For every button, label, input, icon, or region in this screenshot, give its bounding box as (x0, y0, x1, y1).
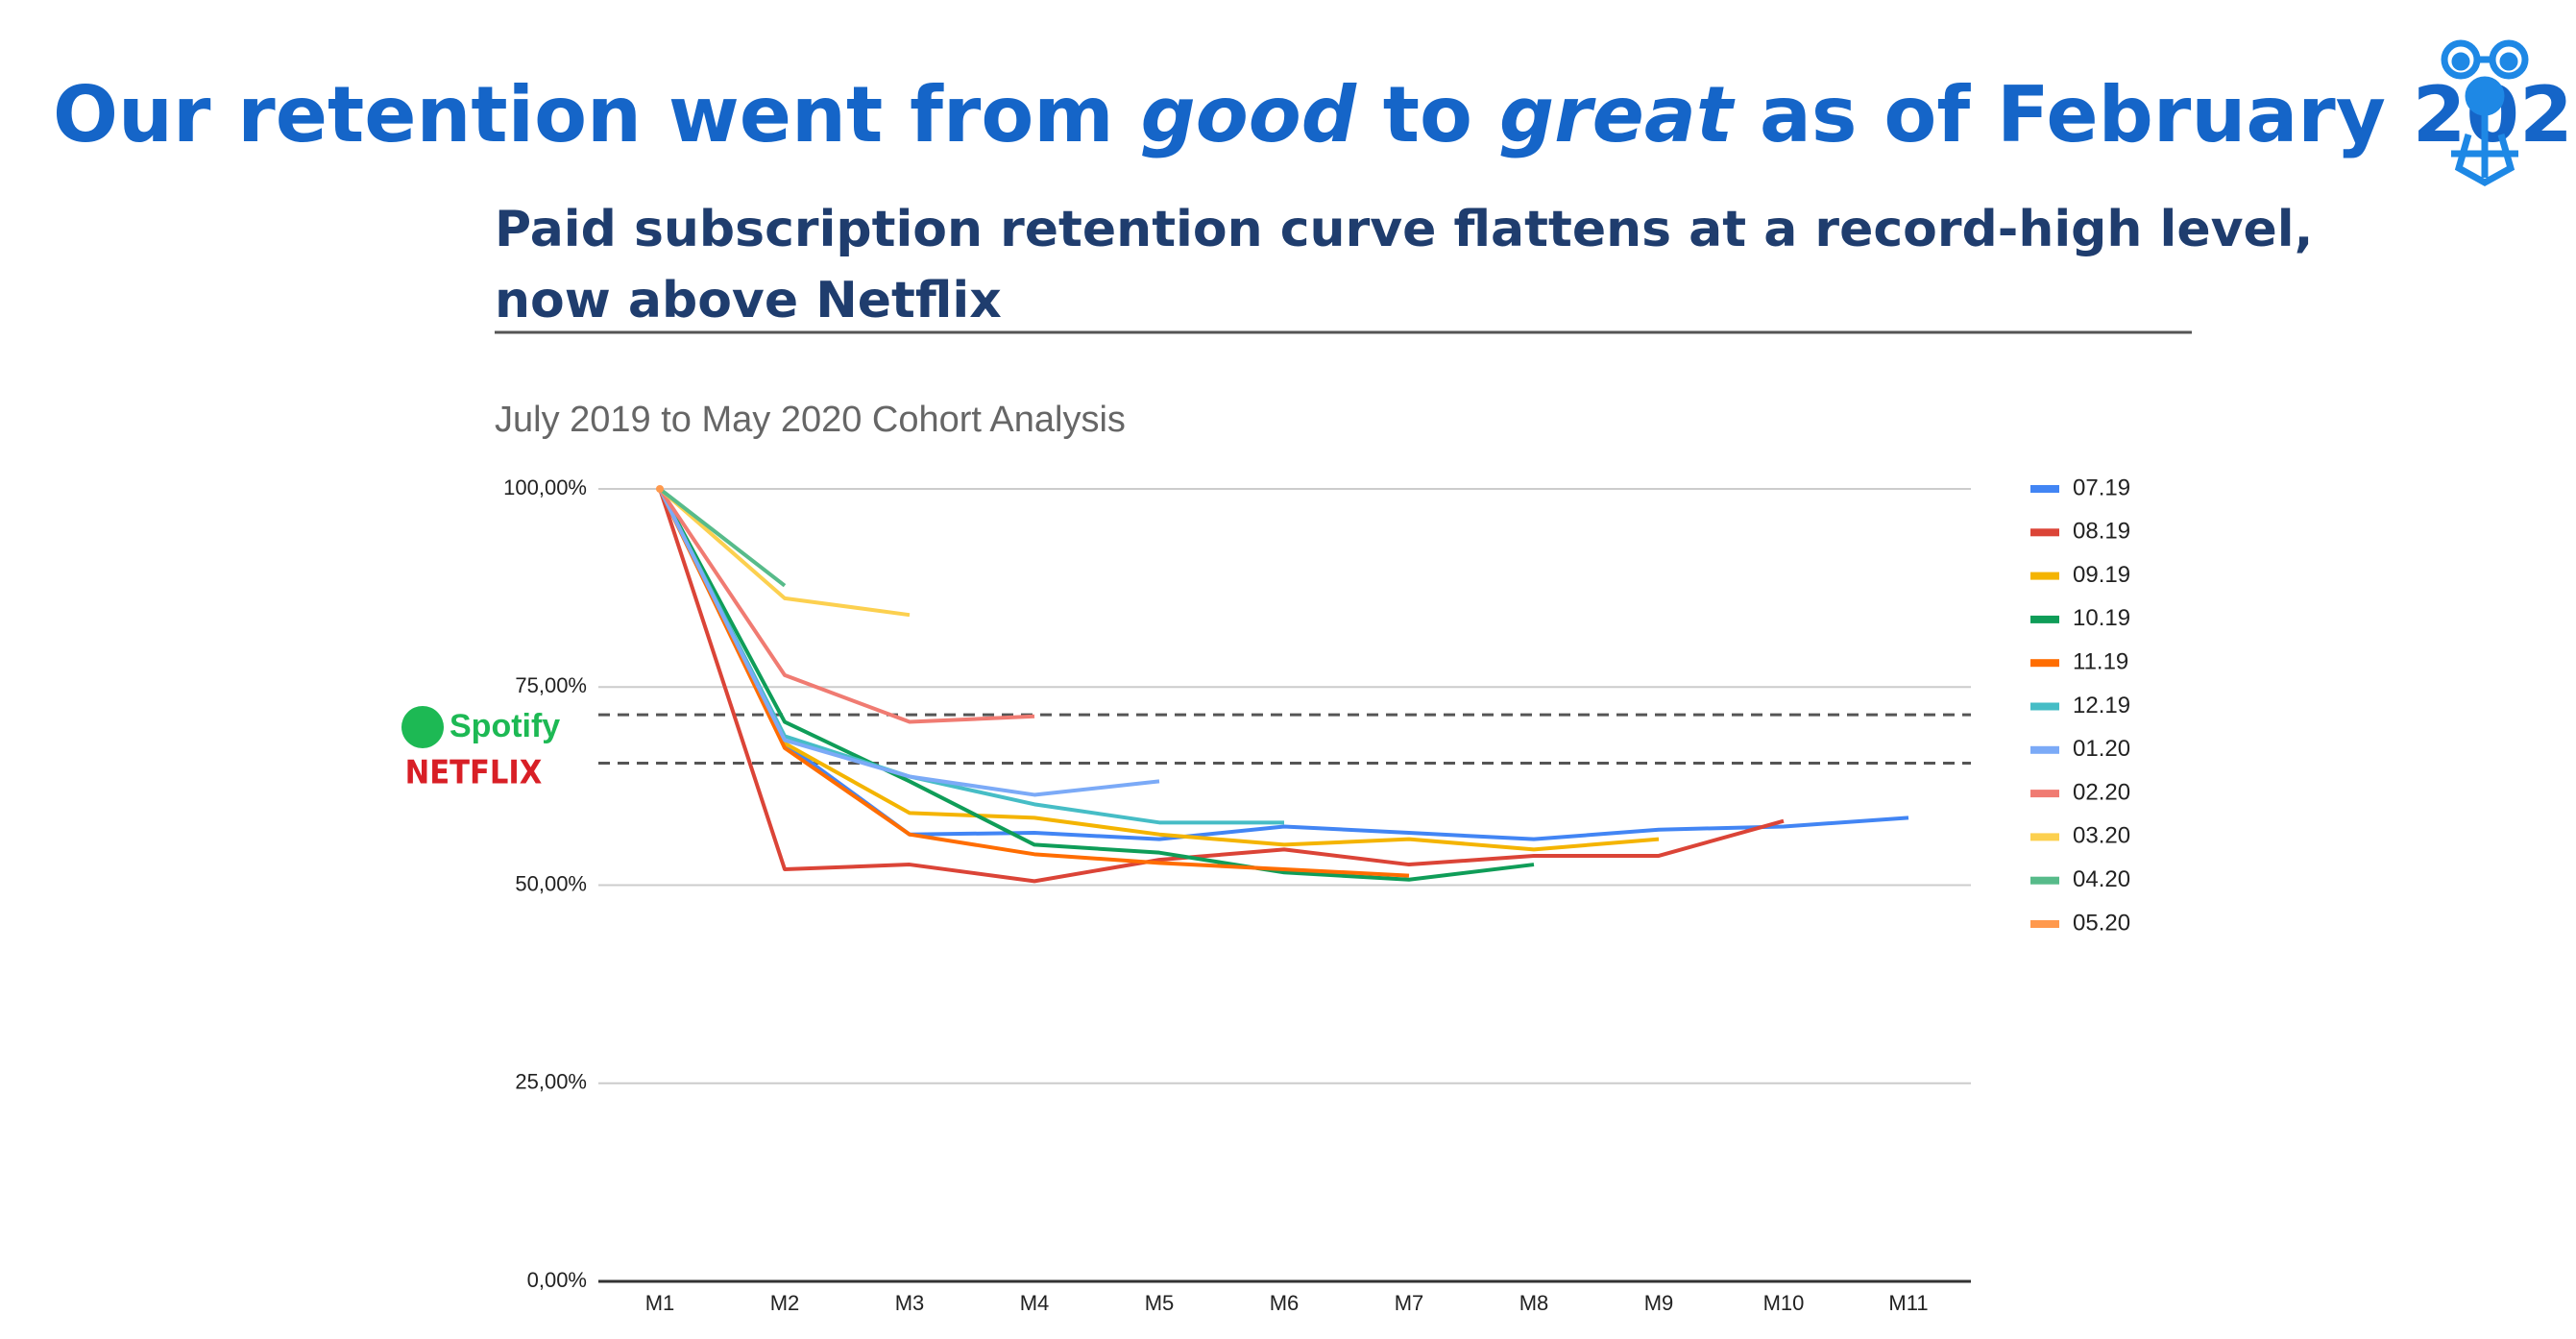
series-line (658, 488, 1785, 884)
legend-swatch (2030, 833, 2059, 841)
legend-swatch (2030, 876, 2059, 885)
y-tick-label: 0,00% (527, 1268, 587, 1292)
x-tick-label: M7 (1395, 1291, 1424, 1315)
slide-title: Our retention went from good to great as… (53, 70, 2576, 159)
x-tick-label: M10 (1763, 1291, 1805, 1315)
x-tick-label: M5 (1145, 1291, 1175, 1315)
legend-label: 04.20 (2073, 866, 2130, 892)
legend-label: 11.19 (2073, 649, 2128, 675)
legend-swatch (2030, 615, 2059, 623)
x-tick-label: M11 (1888, 1291, 1928, 1315)
logo (2441, 39, 2529, 187)
legend-label: 03.20 (2073, 823, 2130, 849)
y-tick-label: 75,00% (515, 673, 587, 697)
x-tick-label: M4 (1020, 1291, 1050, 1315)
y-tick-label: 25,00% (515, 1070, 587, 1094)
legend-swatch (2030, 485, 2059, 493)
legend-swatch (2030, 659, 2059, 668)
x-tick-label: M1 (645, 1291, 675, 1315)
y-tick-label: 50,00% (515, 871, 587, 895)
legend-label: 07.19 (2073, 475, 2130, 500)
subtitle: now above Netflix (495, 272, 1002, 329)
legend-swatch (2030, 528, 2059, 537)
legend-swatch (2030, 572, 2059, 580)
spotify-icon (401, 706, 444, 748)
series-line (658, 488, 1160, 797)
legend-label: 01.20 (2073, 736, 2130, 762)
reference-label: NETFLIX (405, 754, 543, 792)
series-line (658, 487, 1035, 724)
title-part: as of February 2020 (1733, 70, 2576, 159)
series-line (658, 488, 1909, 841)
title-part: good (1141, 70, 1357, 159)
line-point (656, 485, 664, 493)
legend-label: 09.19 (2073, 562, 2130, 588)
y-tick-label: 100,00% (503, 475, 587, 499)
chart-title: July 2019 to May 2020 Cohort Analysis (495, 400, 1126, 440)
legend-swatch (2030, 790, 2059, 798)
x-tick-label: M2 (770, 1291, 800, 1315)
title-part: great (1499, 70, 1736, 159)
legend-swatch (2030, 702, 2059, 711)
legend-swatch (2030, 745, 2059, 754)
series-line (658, 488, 1535, 882)
series-line (658, 488, 1410, 878)
reference-label: Spotify (450, 708, 560, 744)
x-tick-label: M8 (1519, 1291, 1549, 1315)
series-line (658, 488, 1660, 852)
legend-label: 05.20 (2073, 910, 2130, 936)
title-part: Our retention went from (53, 70, 1141, 159)
legend-label: 08.19 (2073, 519, 2130, 545)
legend-label: 02.20 (2073, 779, 2130, 805)
legend-label: 10.19 (2073, 605, 2130, 631)
legend-swatch (2030, 920, 2059, 928)
x-tick-label: M6 (1270, 1291, 1300, 1315)
series-line (658, 487, 911, 618)
x-tick-label: M3 (895, 1291, 925, 1315)
series-line (658, 487, 787, 588)
x-tick-label: M9 (1644, 1291, 1674, 1315)
subtitle: Paid subscription retention curve flatte… (495, 201, 2313, 258)
title-part: to (1356, 70, 1499, 159)
legend-label: 12.19 (2073, 693, 2130, 718)
